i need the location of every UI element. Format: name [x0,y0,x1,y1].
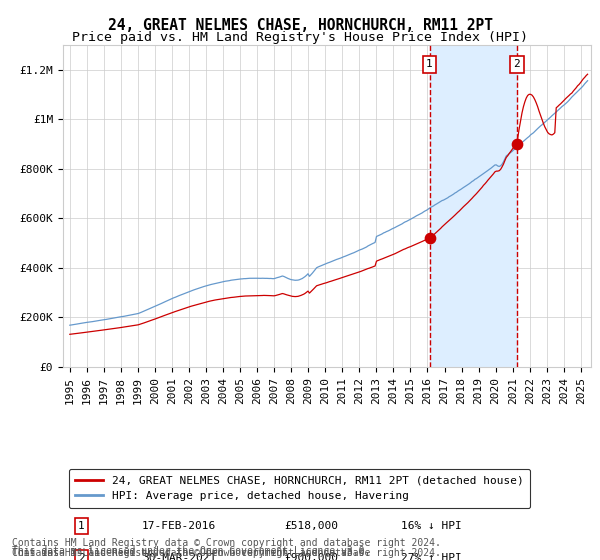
Text: 27% ↑ HPI: 27% ↑ HPI [401,553,461,560]
Text: Contains HM Land Registry data © Crown copyright and database right 2024.: Contains HM Land Registry data © Crown c… [12,548,441,558]
Text: Contains HM Land Registry data © Crown copyright and database right 2024.: Contains HM Land Registry data © Crown c… [12,538,441,548]
Point [425,234,434,243]
Text: 30-MAR-2021: 30-MAR-2021 [142,553,217,560]
Text: £900,000: £900,000 [285,553,339,560]
Text: 2: 2 [78,553,85,560]
Text: 17-FEB-2016: 17-FEB-2016 [142,521,217,531]
Text: 16% ↓ HPI: 16% ↓ HPI [401,521,461,531]
Text: This data is licensed under the Open Government Licence v3.0.: This data is licensed under the Open Gov… [12,546,370,556]
Legend: 24, GREAT NELMES CHASE, HORNCHURCH, RM11 2PT (detached house), HPI: Average pric: 24, GREAT NELMES CHASE, HORNCHURCH, RM11… [68,469,530,508]
Text: 2: 2 [514,59,520,69]
Text: Price paid vs. HM Land Registry's House Price Index (HPI): Price paid vs. HM Land Registry's House … [72,31,528,44]
Text: This data is licensed under the Open Government Licence v3.0.: This data is licensed under the Open Gov… [12,548,370,558]
Text: 1: 1 [426,59,433,69]
Text: £518,000: £518,000 [285,521,339,531]
Text: 24, GREAT NELMES CHASE, HORNCHURCH, RM11 2PT: 24, GREAT NELMES CHASE, HORNCHURCH, RM11… [107,18,493,33]
Bar [430,45,517,367]
Point [512,139,522,148]
Text: 1: 1 [78,521,85,531]
